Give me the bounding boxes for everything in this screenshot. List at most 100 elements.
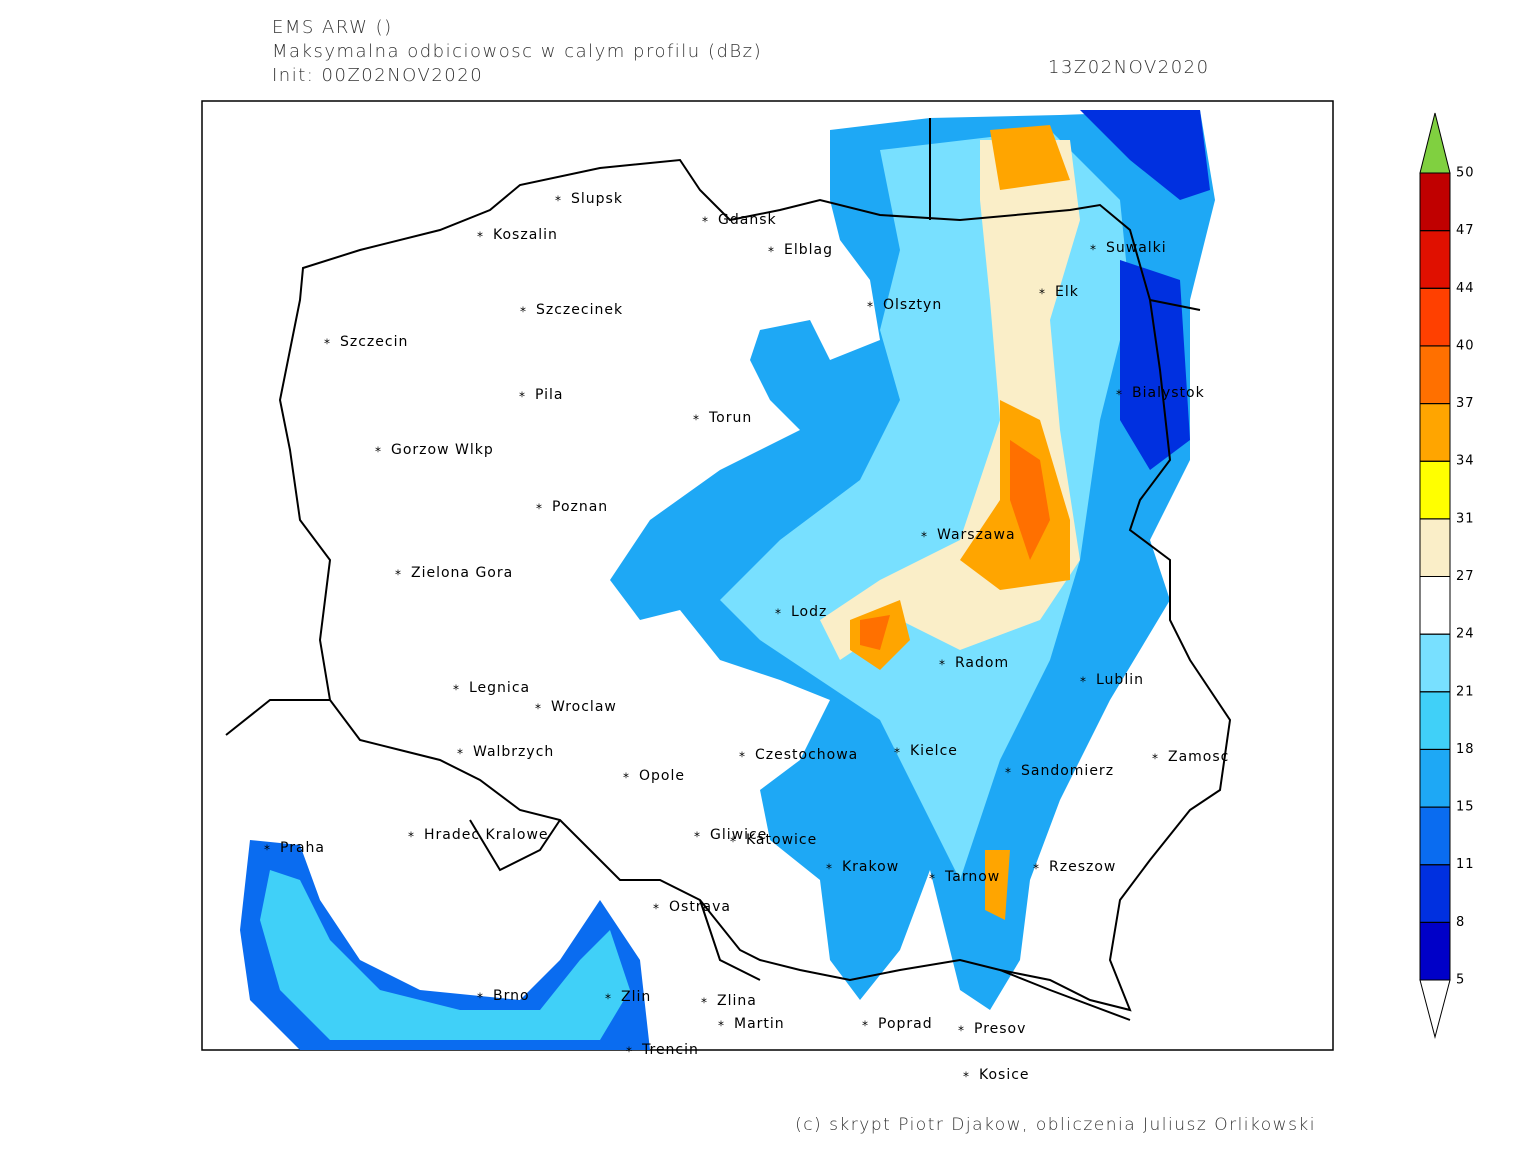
city-label: Praha: [280, 840, 325, 856]
city-label: Gliwice: [710, 827, 767, 843]
city-marker: *: [375, 445, 382, 459]
city-marker: *: [408, 830, 415, 844]
borders: [225, 118, 1232, 1021]
colorbar-segment: [1419, 864, 1451, 923]
colorbar-segment: [1419, 460, 1451, 520]
city-marker: *: [1090, 243, 1097, 257]
colorbar-segment: [1419, 576, 1451, 635]
city-marker: *: [520, 305, 527, 319]
city-label: Torun: [708, 410, 752, 426]
city-marker: *: [324, 337, 331, 351]
colorbar-segment: [1419, 230, 1451, 289]
city-marker: *: [867, 300, 874, 314]
colorbar-label: 8: [1456, 915, 1465, 930]
city-label: Zamosc: [1168, 749, 1229, 765]
city-marker: *: [958, 1024, 965, 1038]
city-marker: *: [535, 702, 542, 716]
city-label: Rzeszow: [1049, 859, 1116, 875]
city-label: Walbrzych: [473, 744, 554, 760]
city-marker: *: [1005, 766, 1012, 780]
valid-time: 13Z02NOV2020: [1048, 57, 1210, 78]
city-marker: *: [1039, 287, 1046, 301]
map-frame: [201, 100, 1334, 1051]
city-marker: *: [623, 771, 630, 785]
colorbar-label: 21: [1456, 684, 1475, 699]
colorbar-label: 34: [1456, 454, 1475, 469]
colorbar-segment: [1419, 287, 1451, 347]
city-marker: *: [775, 607, 782, 621]
city-label: Katowice: [746, 832, 817, 848]
colorbar-over: [1419, 112, 1451, 174]
colorbar-label: 5: [1456, 973, 1465, 988]
credits: (c) skrypt Piotr Djakow, obliczenia Juli…: [795, 1115, 1316, 1135]
city-label: Warszawa: [937, 527, 1016, 543]
city-marker: *: [701, 996, 708, 1010]
city-marker: *: [702, 215, 709, 229]
colorbar-segment: [1419, 921, 1451, 981]
city-label: Gdansk: [718, 212, 777, 228]
city-marker: *: [477, 230, 484, 244]
city-marker: *: [929, 872, 936, 886]
colorbar-label: 15: [1456, 800, 1475, 815]
city-marker: *: [718, 1019, 725, 1033]
city-marker: *: [653, 902, 660, 916]
city-marker: *: [826, 862, 833, 876]
city-label: Kielce: [910, 743, 958, 759]
city-label: Szczecinek: [536, 302, 623, 318]
city-label: Bialystok: [1132, 385, 1205, 401]
city-label: Elblag: [784, 242, 833, 258]
colorbar-label: 40: [1456, 338, 1475, 353]
city-label: Legnica: [469, 680, 530, 696]
city-marker: *: [1116, 388, 1123, 402]
colorbar-segment: [1419, 691, 1451, 750]
city-label: Lublin: [1096, 672, 1144, 688]
city-marker: *: [939, 658, 946, 672]
colorbar-label: 50: [1456, 166, 1475, 181]
colorbar-segment: [1419, 748, 1451, 808]
city-label: Presov: [974, 1021, 1026, 1037]
model-title: EMS ARW (): [272, 17, 393, 38]
colorbar-label: 27: [1456, 569, 1475, 584]
city-marker: *: [894, 746, 901, 760]
city-marker: *: [1080, 675, 1087, 689]
city-marker: *: [730, 835, 737, 849]
city-label: Hradec Kralowe: [424, 827, 549, 843]
city-label: Wroclaw: [551, 699, 617, 715]
city-marker: *: [453, 683, 460, 697]
city-marker: *: [694, 830, 701, 844]
city-label: Zlin: [621, 989, 651, 1005]
city-label: Suwalki: [1106, 240, 1167, 256]
city-marker: *: [1152, 752, 1159, 766]
city-marker: *: [626, 1045, 633, 1059]
colorbar-segment: [1419, 345, 1451, 405]
city-marker: *: [477, 991, 484, 1005]
colorbar-label: 24: [1456, 627, 1475, 642]
city-label: Szczecin: [340, 334, 408, 350]
city-marker: *: [395, 568, 402, 582]
city-label: Opole: [639, 768, 685, 784]
colorbar-label: 18: [1456, 742, 1475, 757]
city-label: Tarnow: [944, 869, 1000, 885]
colorbar-segment: [1419, 403, 1451, 462]
city-label: Olsztyn: [883, 297, 942, 313]
city-label: Pila: [535, 387, 564, 403]
colorbar-under: [1419, 979, 1451, 1039]
city-label: Slupsk: [571, 191, 623, 207]
city-label: Radom: [955, 655, 1009, 671]
colorbar-label: 31: [1456, 511, 1475, 526]
field-title: Maksymalna odbiciowosc w calym profilu (…: [272, 41, 762, 62]
city-label: Czestochowa: [755, 747, 858, 763]
colorbar-label: 44: [1456, 281, 1475, 296]
city-marker: *: [519, 390, 526, 404]
city-label: Koszalin: [493, 227, 558, 243]
city-marker: *: [457, 747, 464, 761]
city-label: Krakow: [842, 859, 899, 875]
city-marker: *: [963, 1070, 970, 1084]
city-label: Elk: [1055, 284, 1079, 300]
city-marker: *: [605, 992, 612, 1006]
city-marker: *: [1033, 862, 1040, 876]
colorbar-label: 11: [1456, 857, 1475, 872]
city-marker: *: [693, 413, 700, 427]
city-label: Kosice: [979, 1067, 1030, 1083]
